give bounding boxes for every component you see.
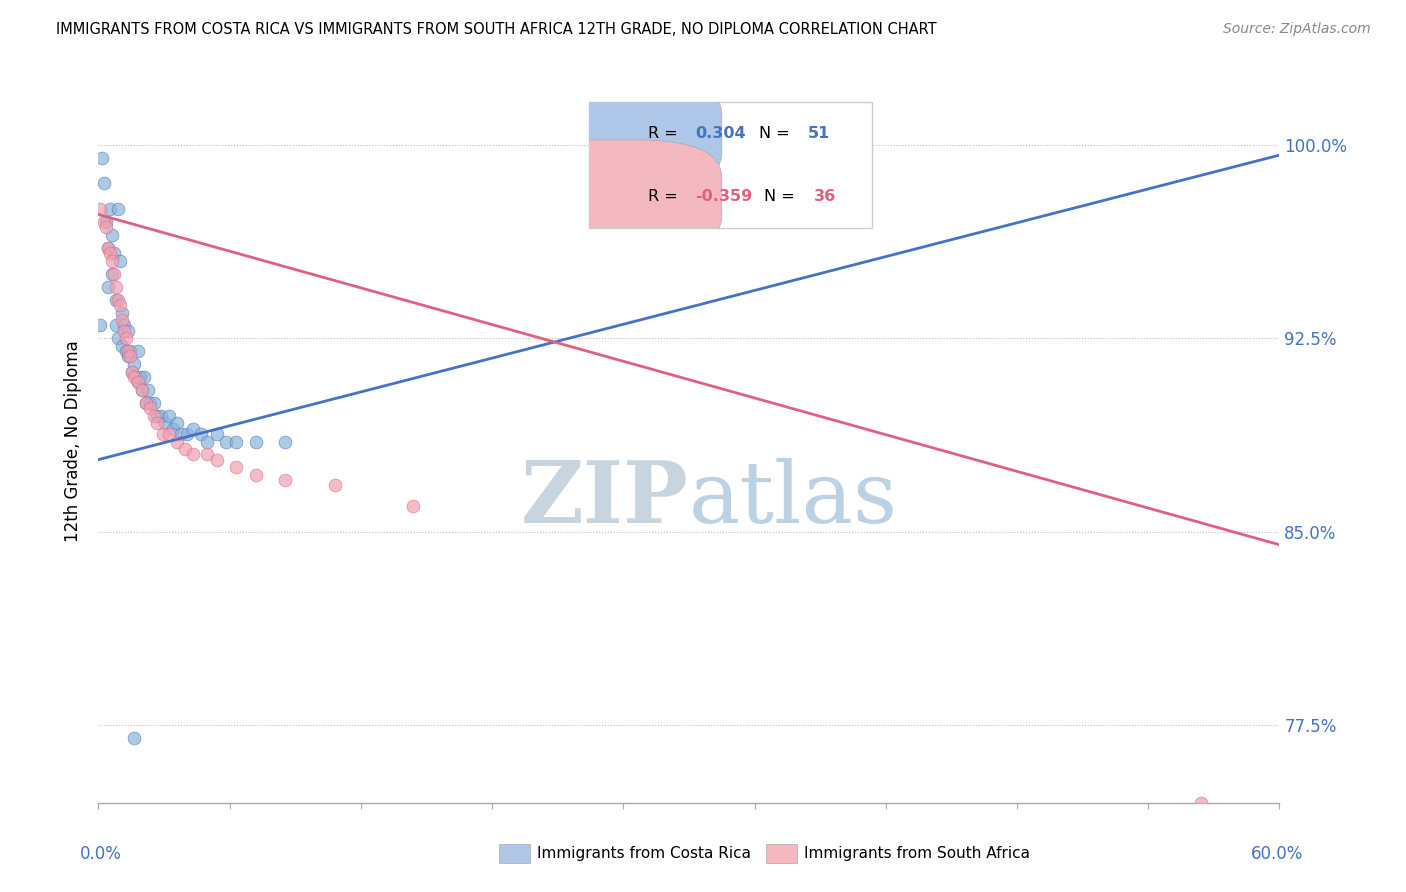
Text: IMMIGRANTS FROM COSTA RICA VS IMMIGRANTS FROM SOUTH AFRICA 12TH GRADE, NO DIPLOM: IMMIGRANTS FROM COSTA RICA VS IMMIGRANTS…	[56, 22, 936, 37]
Point	[105, 293, 128, 307]
Point	[274, 434, 297, 449]
Point	[146, 417, 169, 431]
Point	[205, 426, 228, 441]
Point	[97, 279, 120, 293]
Point	[108, 298, 131, 312]
Point	[117, 350, 139, 364]
Point	[131, 383, 153, 397]
Point	[155, 417, 177, 431]
Point	[138, 396, 160, 410]
Point	[93, 215, 115, 229]
Text: Immigrants from Costa Rica: Immigrants from Costa Rica	[537, 847, 751, 861]
Y-axis label: 12th Grade, No Diploma: 12th Grade, No Diploma	[63, 341, 82, 542]
Point	[107, 331, 129, 345]
Point	[115, 344, 138, 359]
Point	[157, 409, 180, 423]
Point	[138, 401, 160, 415]
Point	[98, 202, 121, 217]
Point	[402, 499, 425, 513]
Point	[166, 434, 188, 449]
Text: ZIP: ZIP	[522, 458, 689, 541]
Point	[117, 344, 139, 359]
Point	[135, 396, 157, 410]
Point	[91, 151, 114, 165]
Point	[181, 422, 204, 436]
Point	[115, 331, 138, 345]
Point	[181, 447, 204, 461]
Point	[274, 473, 297, 487]
Point	[174, 442, 197, 457]
Point	[122, 357, 145, 371]
Point	[112, 318, 135, 333]
Text: atlas: atlas	[689, 458, 898, 541]
Point	[152, 426, 174, 441]
Point	[107, 202, 129, 217]
Point	[135, 396, 157, 410]
Point	[127, 375, 149, 389]
Point	[111, 339, 134, 353]
Point	[190, 426, 212, 441]
Point	[215, 434, 238, 449]
Point	[127, 375, 149, 389]
Point	[225, 434, 247, 449]
Point	[118, 350, 141, 364]
Point	[93, 177, 115, 191]
Point	[97, 241, 120, 255]
Point	[128, 370, 150, 384]
Point	[142, 396, 165, 410]
Point	[89, 202, 111, 217]
Point	[89, 318, 111, 333]
Point	[101, 254, 124, 268]
Point	[121, 365, 143, 379]
Point	[121, 365, 143, 379]
Point	[176, 426, 198, 441]
Text: 60.0%: 60.0%	[1250, 845, 1303, 863]
Point	[118, 344, 141, 359]
Point	[195, 434, 218, 449]
Text: Immigrants from South Africa: Immigrants from South Africa	[804, 847, 1031, 861]
Point	[117, 324, 139, 338]
Point	[166, 417, 188, 431]
Point	[146, 409, 169, 423]
Point	[103, 246, 125, 260]
Point	[142, 409, 165, 423]
Point	[245, 434, 267, 449]
Point	[170, 426, 193, 441]
Point	[132, 370, 155, 384]
Point	[112, 324, 135, 338]
Point	[205, 452, 228, 467]
Text: Source: ZipAtlas.com: Source: ZipAtlas.com	[1223, 22, 1371, 37]
Point	[162, 422, 184, 436]
Point	[101, 267, 124, 281]
Point	[157, 426, 180, 441]
Point	[136, 383, 159, 397]
Point	[131, 383, 153, 397]
Point	[108, 254, 131, 268]
Point	[107, 293, 129, 307]
Point	[111, 305, 134, 319]
Point	[1189, 796, 1212, 810]
Point	[97, 241, 120, 255]
Point	[195, 447, 218, 461]
Point	[105, 318, 128, 333]
Text: 0.0%: 0.0%	[80, 845, 122, 863]
Point	[111, 313, 134, 327]
Point	[127, 344, 149, 359]
Point	[323, 478, 346, 492]
Point	[96, 220, 118, 235]
Point	[105, 279, 128, 293]
Point	[96, 215, 118, 229]
Point	[122, 731, 145, 746]
Point	[122, 370, 145, 384]
Point	[125, 370, 148, 384]
Point	[150, 409, 173, 423]
Point	[101, 228, 124, 243]
Point	[103, 267, 125, 281]
Point	[98, 246, 121, 260]
Point	[245, 468, 267, 483]
Point	[225, 460, 247, 475]
